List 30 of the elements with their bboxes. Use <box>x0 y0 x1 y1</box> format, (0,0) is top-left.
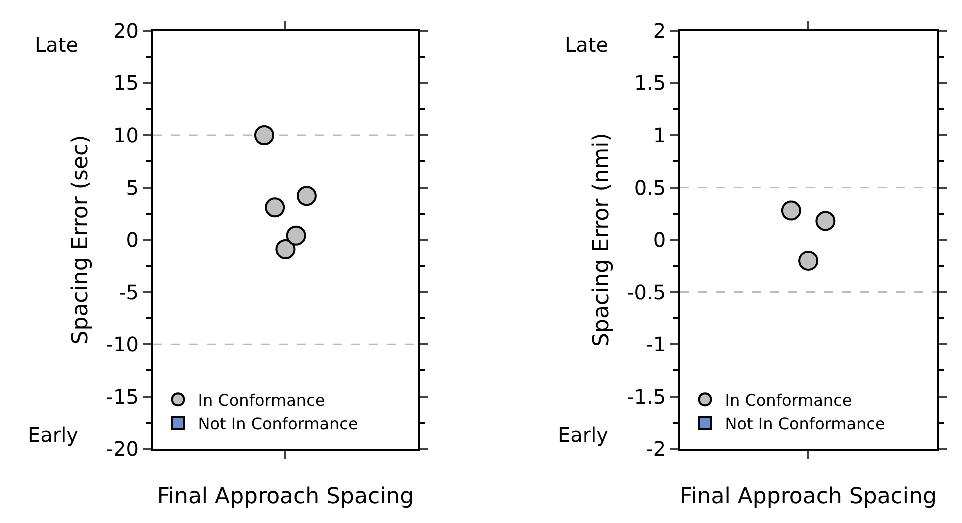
y-tick-label: -15 <box>106 384 139 409</box>
text: Early <box>28 423 79 447</box>
y-tick-label: -1.5 <box>627 384 666 409</box>
y-tick-label: -20 <box>106 437 139 462</box>
y-tick-label: 2 <box>653 18 666 43</box>
y-tick-label: -5 <box>119 280 139 304</box>
y-axis-title: Spacing Error (nmi) <box>589 133 614 347</box>
y-tick-label: -0.5 <box>627 280 666 304</box>
y-tick-label: 0 <box>653 228 666 252</box>
y-tick-label: 0 <box>126 228 139 252</box>
y-tick-label: 10 <box>114 124 139 148</box>
text: Early <box>558 423 609 447</box>
y-tick-label: 15 <box>114 71 139 96</box>
legend-label: In Conformance <box>725 390 852 410</box>
y-axis-title: Spacing Error (sec) <box>68 135 94 345</box>
x-axis-title: Final Approach Spacing <box>157 484 414 510</box>
y-tick-label: -10 <box>106 332 139 357</box>
x-axis-title: Final Approach Spacing <box>680 484 937 510</box>
y-tick-label: -2 <box>646 437 666 462</box>
text: Late <box>35 33 79 57</box>
y-tick-label: 5 <box>126 176 139 200</box>
y-tick-label: 1 <box>653 124 666 148</box>
y-tick-label: 1.5 <box>634 71 666 96</box>
text: Late <box>565 33 609 57</box>
legend-label: In Conformance <box>198 390 326 410</box>
y-tick-label: 0.5 <box>634 176 666 200</box>
legend-label: Not In Conformance <box>725 414 886 434</box>
y-tick-label: -1 <box>646 332 666 357</box>
y-tick-label: 20 <box>114 18 139 43</box>
legend-label: Not In Conformance <box>198 414 358 434</box>
